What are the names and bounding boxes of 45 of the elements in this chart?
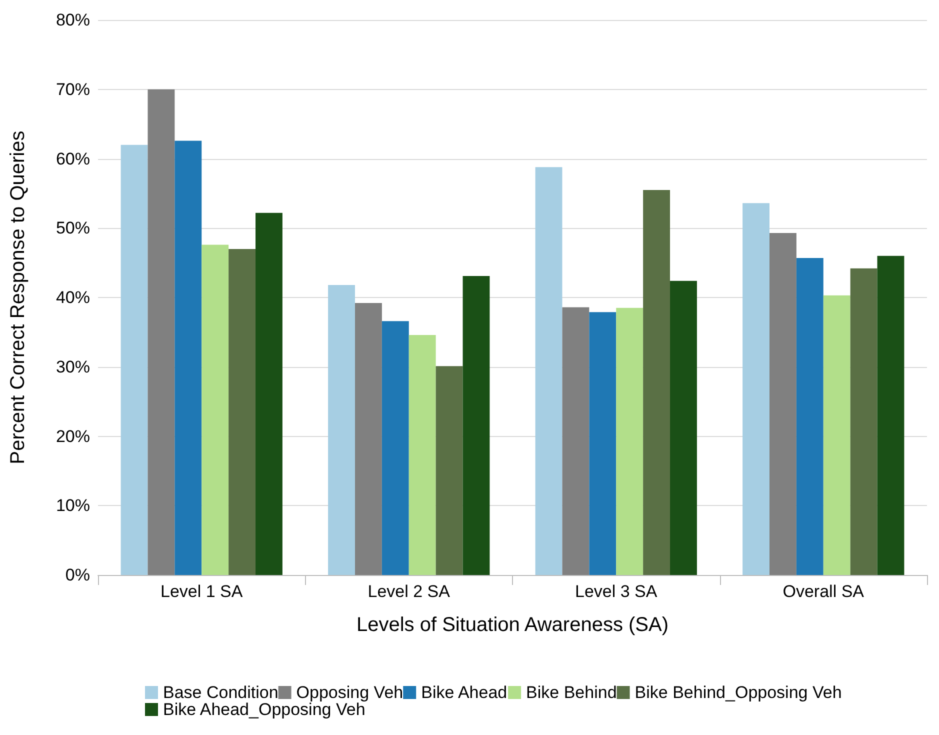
- x-axis-title: Levels of Situation Awareness (SA): [356, 614, 669, 636]
- bar: [436, 366, 463, 575]
- bar: [742, 203, 770, 575]
- y-tick-label: 80%: [56, 10, 90, 30]
- x-tick-label: Level 2 SA: [368, 582, 451, 601]
- bar: [823, 295, 850, 575]
- legend-label: Bike Behind_Opposing Veh: [634, 683, 842, 702]
- bar: [382, 321, 409, 575]
- bar: [328, 285, 355, 575]
- x-tick-label: Level 3 SA: [575, 582, 658, 601]
- y-axis-title: Percent Correct Response to Queries: [7, 130, 29, 464]
- bar: [562, 307, 590, 575]
- x-tick-label: Overall SA: [782, 582, 865, 601]
- y-tick-label: 0%: [65, 566, 90, 584]
- y-tick-label: 40%: [56, 288, 90, 307]
- bar: [120, 144, 148, 575]
- y-tick-label: 70%: [56, 80, 90, 99]
- bar: [354, 303, 382, 575]
- y-tick-label: 60%: [56, 149, 90, 168]
- bar: [643, 190, 670, 575]
- bar: [174, 140, 202, 575]
- bar: [796, 258, 824, 575]
- bar: [408, 334, 436, 575]
- bar: [228, 248, 256, 575]
- bar: [877, 256, 904, 575]
- x-tick-label: Level 1 SA: [160, 582, 244, 601]
- y-tick-label: 20%: [56, 426, 90, 446]
- bar: [616, 308, 644, 575]
- legend-label: Bike Behind: [526, 683, 617, 702]
- y-tick-label: 50%: [56, 218, 90, 238]
- bar: [148, 89, 175, 575]
- bar: [769, 232, 796, 575]
- bar: [589, 312, 616, 575]
- bar: [202, 244, 229, 575]
- legend-label: Bike Ahead_Opposing Veh: [163, 700, 366, 719]
- y-tick-label: 30%: [56, 357, 90, 376]
- bar: [462, 276, 490, 575]
- legend-label: Bike Ahead: [421, 683, 508, 702]
- bar: [850, 268, 878, 575]
- legend-label: Opposing Veh: [296, 683, 404, 702]
- bar: [670, 280, 697, 575]
- legend-label: Base Condition: [163, 683, 278, 702]
- bar: [535, 167, 562, 575]
- y-tick-label: 10%: [56, 496, 90, 516]
- bar: [256, 212, 282, 575]
